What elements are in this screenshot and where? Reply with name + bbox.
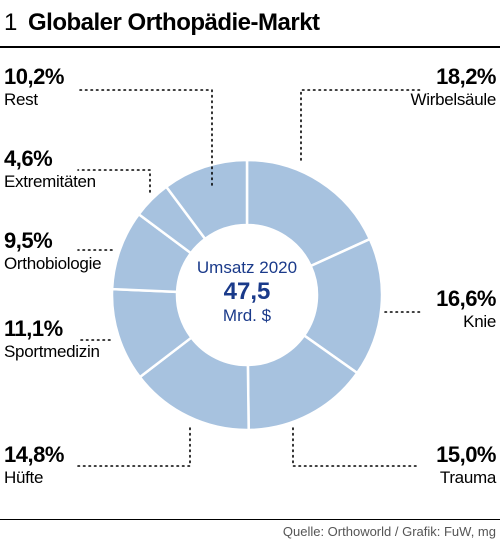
label-extremitaeten: 4,6% Extremitäten: [4, 146, 96, 192]
leader-trauma: [292, 427, 421, 467]
header-rule: [0, 46, 500, 48]
label-wirbelsaeule: 18,2% Wirbelsäule: [410, 64, 496, 110]
center-line-1: Umsatz 2020: [196, 258, 298, 277]
center-label: Umsatz 2020 47,5 Mrd. $: [177, 258, 317, 326]
slice-label-trauma: Trauma: [439, 468, 496, 487]
donut-segments: [110, 158, 384, 432]
leader-rest: [77, 89, 213, 186]
slice-value-trauma: 15,0%: [436, 442, 496, 467]
label-rest: 10,2% Rest: [4, 64, 64, 110]
center-unit: Mrd. $: [222, 306, 272, 325]
slice-label-sportmedizin: Sportmedizin: [4, 342, 100, 361]
leader-extremitaeten: [77, 169, 151, 193]
leader-lines: [77, 89, 421, 467]
slice-label-orthobiologie: Orthobiologie: [4, 254, 102, 273]
center-total: 47,5: [223, 278, 271, 305]
slice-label-rest: Rest: [4, 90, 38, 109]
slice-value-orthobiologie: 9,5%: [4, 228, 53, 253]
leader-huefte: [77, 427, 191, 467]
label-knie: 16,6% Knie: [436, 286, 496, 332]
source-note: Quelle: Orthoworld / Grafik: FuW, mg: [282, 524, 496, 539]
chart-title: Globaler Orthopädie-Markt: [28, 9, 320, 36]
slice-value-wirbelsaeule: 18,2%: [436, 64, 496, 89]
slice-value-rest: 10,2%: [4, 64, 64, 89]
chart-number: 1: [4, 9, 18, 36]
label-orthobiologie: 9,5% Orthobiologie: [4, 228, 102, 274]
chart-header: 1 Globaler Orthopädie-Markt: [0, 0, 500, 50]
label-huefte: 14,8% Hüfte: [4, 442, 64, 488]
slice-label-extremitaeten: Extremitäten: [4, 172, 96, 191]
slice-value-knie: 16,6%: [436, 286, 496, 311]
slice-label-huefte: Hüfte: [4, 468, 44, 487]
leader-wirbelsaeule: [300, 89, 421, 161]
slice-label-knie: Knie: [463, 312, 496, 331]
footer-rule: [0, 519, 500, 520]
donut-slice-rest: [164, 158, 249, 241]
label-trauma: 15,0% Trauma: [436, 442, 496, 488]
slice-value-sportmedizin: 11,1%: [4, 316, 63, 341]
slice-label-wirbelsaeule: Wirbelsäule: [410, 90, 496, 109]
slice-value-extremitaeten: 4,6%: [4, 146, 53, 171]
label-sportmedizin: 11,1% Sportmedizin: [4, 316, 100, 362]
slice-value-huefte: 14,8%: [4, 442, 64, 467]
